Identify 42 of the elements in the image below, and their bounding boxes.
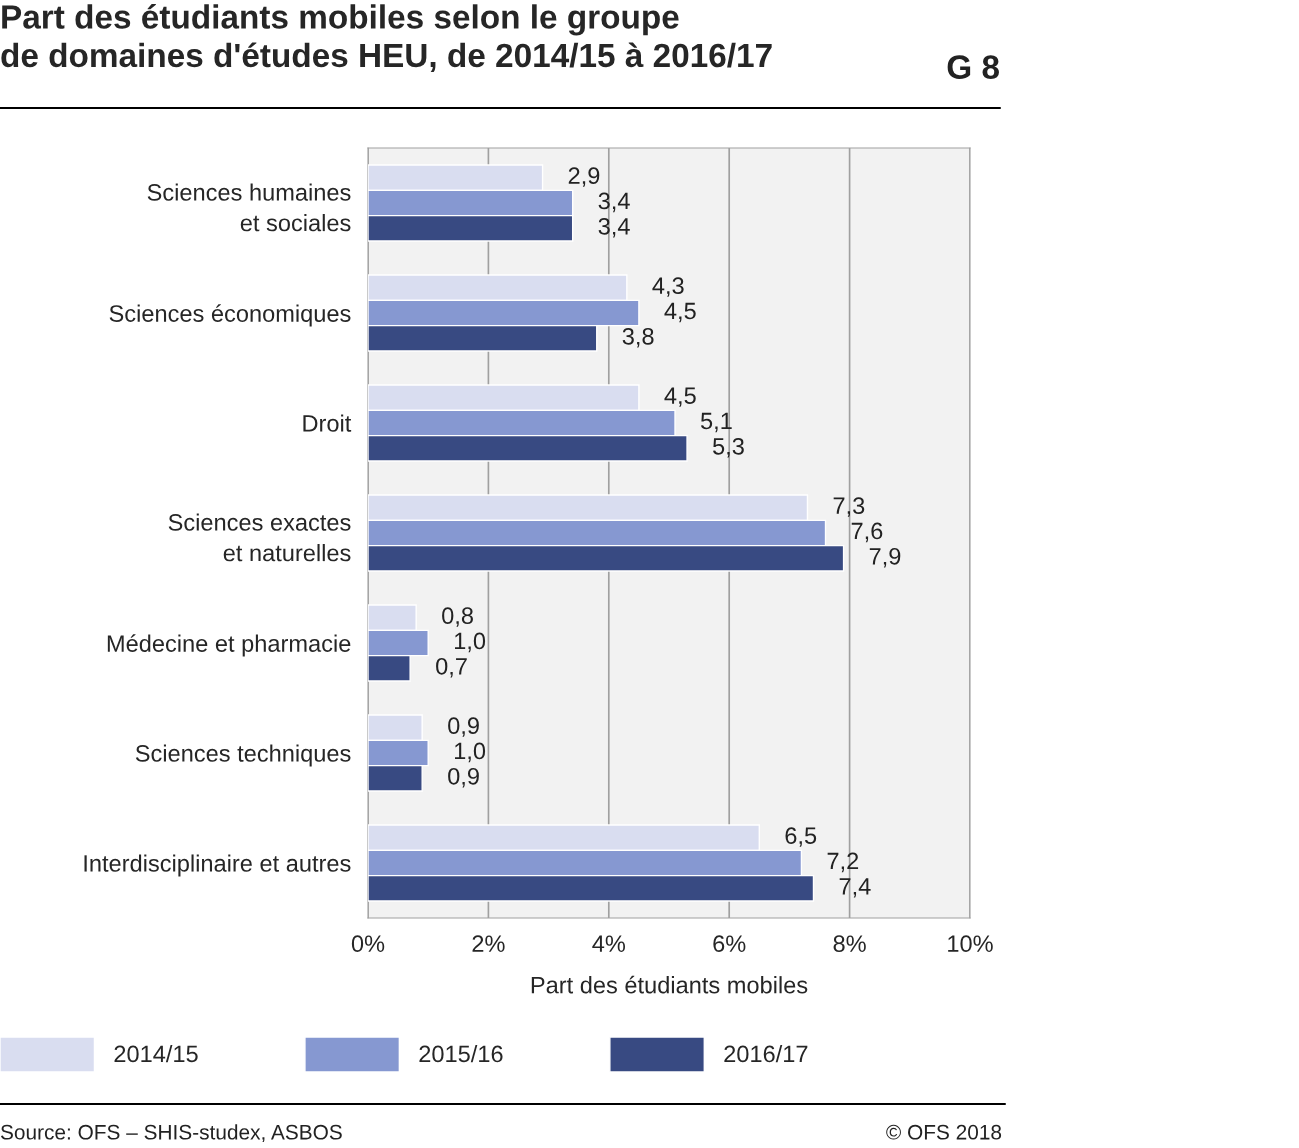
data-label: 3,4	[598, 192, 630, 213]
text: G 8	[947, 55, 999, 79]
y-tick-label: Interdisciplinaire et autres	[84, 854, 351, 877]
data-label: 7,3	[833, 497, 865, 517]
x-tick-label: 10%	[948, 935, 993, 953]
x-tick-label: 2%	[472, 935, 505, 952]
source-note: Source: OFS – SHIS-studex, ASBOS	[0, 1124, 342, 1143]
legend-label: 2015/16	[419, 1044, 503, 1063]
data-label: 7,4	[839, 878, 871, 898]
y-tick-label: Sciences exactes et naturelles	[168, 513, 351, 562]
data-label: 7,9	[869, 547, 901, 568]
y-tick-label: Sciences techniques	[135, 744, 351, 767]
data-label: 3,4	[598, 217, 630, 238]
data-label: 7,2	[827, 852, 859, 873]
data-label: 7,6	[851, 522, 883, 543]
data-label: 3,8	[622, 327, 654, 348]
data-label: 0,7	[436, 657, 467, 678]
data-label: 0,8	[442, 607, 473, 627]
data-label: 5,1	[700, 412, 732, 433]
chart-title: Part des étudiants mobiles selon le groupe de domaines d'études HEU, de 2014/15 à 2016/17	[1, 4, 772, 73]
data-label: 4,3	[652, 277, 684, 297]
text: © OFS 2018	[886, 1124, 1002, 1140]
data-label: 4,5	[664, 302, 696, 323]
x-tick-label: 6%	[713, 935, 746, 953]
y-tick-label: Médecine et pharmacie	[107, 634, 351, 657]
data-label: 1,0	[455, 632, 486, 653]
data-label: 4,5	[664, 387, 696, 407]
x-tick-label: 0%	[351, 935, 385, 953]
data-label: 6,5	[785, 827, 817, 847]
data-label: 2,9	[568, 167, 600, 187]
x-tick-label: 4%	[592, 935, 626, 952]
data-label: 0,9	[448, 717, 479, 737]
legend-label: 2014/15	[114, 1044, 198, 1063]
data-label: 5,3	[713, 437, 744, 458]
data-label: 1,0	[455, 742, 486, 763]
legend-label: 2016/17	[724, 1044, 808, 1063]
y-tick-label: Droit	[303, 414, 352, 432]
x-tick-label: 8%	[833, 935, 866, 953]
x-axis-title: Part des étudiants mobiles	[531, 975, 808, 994]
y-tick-label: Sciences humaines et sociales	[147, 183, 351, 232]
data-label: 0,9	[448, 767, 479, 788]
y-tick-label: Sciences économiques	[109, 304, 351, 327]
